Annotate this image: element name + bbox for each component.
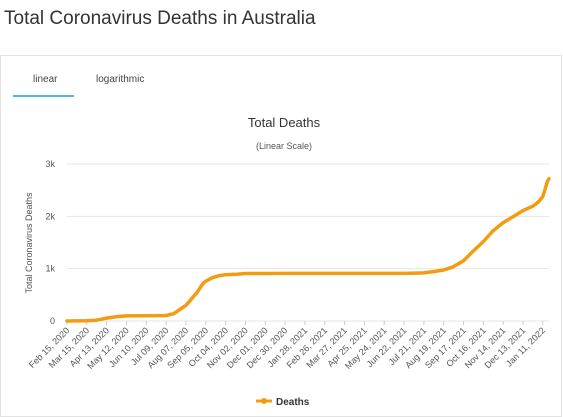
data-point: [264, 272, 267, 275]
data-point: [544, 186, 547, 189]
data-point: [224, 273, 227, 276]
data-point: [502, 221, 505, 224]
legend-label-deaths: Deaths: [276, 397, 310, 408]
tab-logarithmic[interactable]: logarithmic: [96, 74, 145, 85]
data-point: [432, 270, 436, 273]
data-point: [184, 304, 188, 307]
series-line-deaths: [65, 176, 551, 323]
data-point: [383, 272, 386, 275]
data-point: [218, 274, 221, 277]
data-point: [414, 271, 417, 275]
data-point: [451, 265, 454, 269]
data-point: [303, 272, 307, 275]
data-point: [323, 272, 326, 275]
data-point: [145, 314, 148, 317]
data-point: [196, 290, 199, 293]
y-tick-label: 0: [50, 316, 55, 326]
y-axis-ticks: 0 1k 2k 3k: [45, 159, 55, 326]
data-point: [204, 280, 207, 283]
data-point: [164, 314, 168, 317]
data-point: [541, 195, 544, 198]
tab-linear[interactable]: linear: [33, 74, 58, 85]
data-point: [244, 272, 247, 275]
data-point: [422, 271, 426, 275]
data-point: [179, 307, 182, 311]
y-tick-label: 1k: [45, 264, 55, 274]
data-point: [65, 319, 69, 323]
y-tick-label: 3k: [45, 159, 55, 169]
data-point: [491, 229, 495, 233]
series-layer: [65, 176, 551, 323]
data-point: [363, 272, 366, 275]
page-title: Total Coronavirus Deaths in Australia: [4, 8, 316, 29]
grid-lines: [67, 163, 549, 322]
data-point: [105, 316, 108, 320]
data-point: [532, 204, 535, 208]
legend-swatch-dot: [261, 398, 267, 404]
data-point: [402, 272, 406, 275]
data-point: [283, 272, 287, 275]
data-point: [190, 297, 193, 301]
chart-panel: linear logarithmic: [0, 55, 562, 417]
data-point: [546, 179, 549, 182]
data-point: [235, 273, 238, 276]
chart-title: Total Deaths: [248, 115, 321, 130]
data-point: [172, 312, 175, 315]
data-point: [125, 314, 128, 318]
y-tick-label: 2k: [45, 211, 55, 221]
data-point: [211, 276, 214, 279]
data-point: [442, 268, 445, 272]
data-point: [462, 259, 465, 262]
data-point: [511, 215, 514, 219]
chart-subtitle: (Linear Scale): [256, 141, 312, 151]
data-point: [482, 240, 485, 243]
data-point: [343, 272, 346, 275]
legend[interactable]: Deaths: [256, 397, 310, 408]
data-point: [201, 282, 205, 285]
data-point: [471, 250, 474, 254]
y-axis-title: Total Coronavirus Deaths: [24, 192, 34, 294]
data-point: [95, 319, 98, 322]
active-tab-indicator: [13, 95, 74, 97]
data-point: [85, 319, 89, 322]
data-point: [521, 209, 525, 212]
data-point: [115, 315, 119, 318]
data-point: [537, 200, 540, 203]
data-point: [547, 177, 551, 180]
